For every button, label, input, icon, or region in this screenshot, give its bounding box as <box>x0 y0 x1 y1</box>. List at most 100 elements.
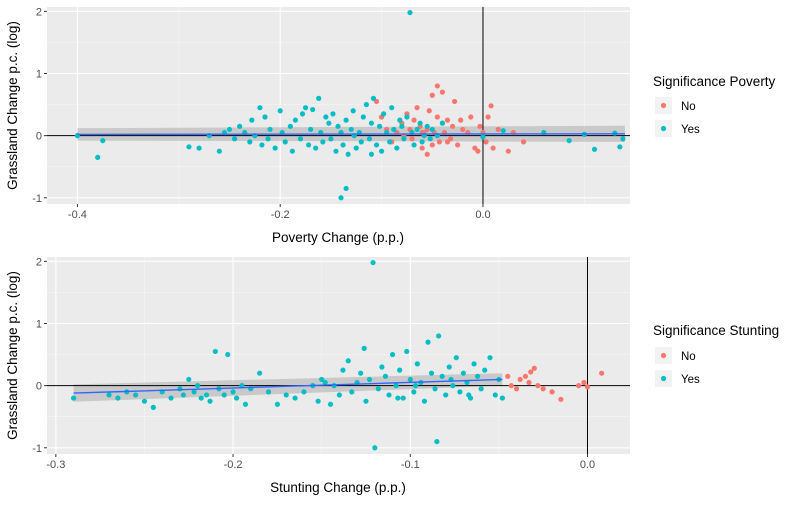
poverty-point-yes-69 <box>399 123 405 129</box>
stunting-point-yes-65 <box>432 386 438 392</box>
stunting-point-no-10 <box>549 389 555 395</box>
stunting-point-yes-9 <box>177 386 183 392</box>
poverty-point-yes-61 <box>378 148 385 154</box>
stunting-y-axis-title: Grassland Change p.c. (log) <box>5 271 20 440</box>
poverty-point-no-33 <box>460 126 466 133</box>
stunting-point-yes-63 <box>425 339 431 345</box>
poverty-point-yes-64 <box>387 139 393 145</box>
stunting-point-yes-21 <box>230 389 236 395</box>
poverty-point-yes-39 <box>328 136 334 142</box>
stunting-point-yes-58 <box>407 376 413 383</box>
stunting-point-yes-22 <box>234 395 240 401</box>
poverty-point-yes-83 <box>439 120 446 126</box>
stunting-point-yes-49 <box>375 386 381 392</box>
poverty-point-no-41 <box>485 114 491 120</box>
stunting-point-no-6 <box>528 369 534 375</box>
stunting-point-yes-27 <box>265 389 272 395</box>
poverty-point-yes-4 <box>196 145 202 151</box>
poverty-point-yes-40 <box>330 111 336 117</box>
stunting-point-no-1 <box>508 383 514 389</box>
stunting-point-yes-68 <box>443 392 449 398</box>
poverty-point-yes-70 <box>401 136 407 142</box>
stunting-point-yes-57 <box>404 348 410 355</box>
stunting-point-yes-19 <box>221 392 227 398</box>
legend-stunting-title: Significance Stunting <box>653 323 779 338</box>
poverty-point-no-9 <box>409 136 415 142</box>
poverty-point-yes-50 <box>350 108 356 114</box>
poverty-point-yes-89 <box>591 146 598 152</box>
stunting-point-no-11 <box>558 396 564 402</box>
stunting-fit-line <box>73 378 503 394</box>
stunting-y-tick-label-1: 0 <box>36 381 42 393</box>
stunting-point-yes-72 <box>457 389 463 395</box>
stunting-point-yes-16 <box>207 398 213 404</box>
stunting-point-yes-24 <box>242 401 249 407</box>
stunting-point-yes-5 <box>141 398 148 404</box>
stunting-point-yes-78 <box>478 386 484 392</box>
poverty-point-yes-26 <box>292 117 299 123</box>
poverty-point-no-27 <box>444 117 451 123</box>
stunting-point-yes-54 <box>393 383 399 389</box>
poverty-point-yes-18 <box>265 136 271 142</box>
stunting-point-yes-41 <box>349 389 355 395</box>
stunting-y-tick-label-2: 1 <box>36 318 42 330</box>
stunting-fit-line-path <box>73 378 503 394</box>
poverty-point-yes-41 <box>333 148 339 154</box>
stunting-point-yes-0 <box>70 395 77 401</box>
poverty-point-no-35 <box>468 114 474 120</box>
stunting-x-tick-label-1: -0.2 <box>224 459 243 471</box>
poverty-point-no-44 <box>495 126 501 133</box>
stunting-point-yes-79 <box>482 367 488 373</box>
stunting-point-no-8 <box>535 383 541 389</box>
poverty-point-yes-19 <box>267 126 273 133</box>
poverty-y-tick-label-2: 1 <box>36 68 42 80</box>
stunting-point-yes-6 <box>150 404 156 410</box>
stunting-point-yes-17 <box>212 348 218 355</box>
poverty-point-yes-6 <box>216 148 222 154</box>
poverty-point-yes-38 <box>326 120 332 126</box>
stunting-confidence-band <box>73 373 503 402</box>
poverty-point-yes-25 <box>289 148 295 154</box>
poverty-point-yes-81 <box>429 126 435 133</box>
poverty-point-no-18 <box>429 92 435 98</box>
stunting-point-yes-51 <box>382 373 389 379</box>
poverty-point-no-30 <box>451 98 458 105</box>
stunting-point-no-14 <box>584 384 591 390</box>
stunting-point-yes-86 <box>395 395 401 401</box>
poverty-point-no-24 <box>439 89 446 95</box>
poverty-point-no-17 <box>426 108 432 114</box>
poverty-point-yes-65 <box>389 105 395 111</box>
stunting-point-no-0 <box>505 373 511 379</box>
poverty-point-yes-34 <box>316 95 322 101</box>
poverty-point-no-10 <box>411 117 417 123</box>
poverty-plot-panel <box>47 7 630 204</box>
poverty-chart: -0.4 -0.2 0.0 -1 0 1 2 Poverty Change (p.p.) G… <box>5 6 630 245</box>
legend-poverty-dot-no <box>660 102 667 109</box>
poverty-point-no-32 <box>458 117 464 123</box>
stunting-point-yes-13 <box>195 383 201 389</box>
legend-poverty-label-yes: Yes <box>681 124 700 136</box>
stunting-plot-panel <box>47 257 630 454</box>
stunting-point-no-9 <box>540 386 546 392</box>
stunting-y-tick-label-3: 2 <box>36 256 42 268</box>
stunting-point-yes-37 <box>331 383 337 389</box>
stunting-point-yes-26 <box>257 370 263 376</box>
poverty-point-no-37 <box>475 148 481 154</box>
poverty-point-yes-48 <box>345 151 351 157</box>
poverty-point-yes-1 <box>95 154 101 160</box>
poverty-point-yes-68 <box>397 117 403 123</box>
poverty-point-yes-24 <box>287 123 293 129</box>
stunting-point-yes-40 <box>345 358 351 364</box>
poverty-point-yes-74 <box>411 142 417 148</box>
poverty-point-yes-45 <box>340 142 346 148</box>
poverty-point-yes-3 <box>186 144 192 150</box>
stunting-axis-ticks: -0.3 -0.2 -0.1 0.0 -1 0 1 2 <box>32 256 595 471</box>
legend-stunting: Significance Stunting No Yes <box>653 323 779 387</box>
stunting-point-no-3 <box>517 376 523 383</box>
poverty-point-no-40 <box>483 139 489 145</box>
poverty-point-yes-23 <box>282 139 288 145</box>
stunting-point-yes-36 <box>327 401 334 407</box>
stunting-point-yes-47 <box>370 259 376 266</box>
stunting-point-yes-20 <box>225 351 231 358</box>
stunting-point-no-13 <box>581 379 587 386</box>
